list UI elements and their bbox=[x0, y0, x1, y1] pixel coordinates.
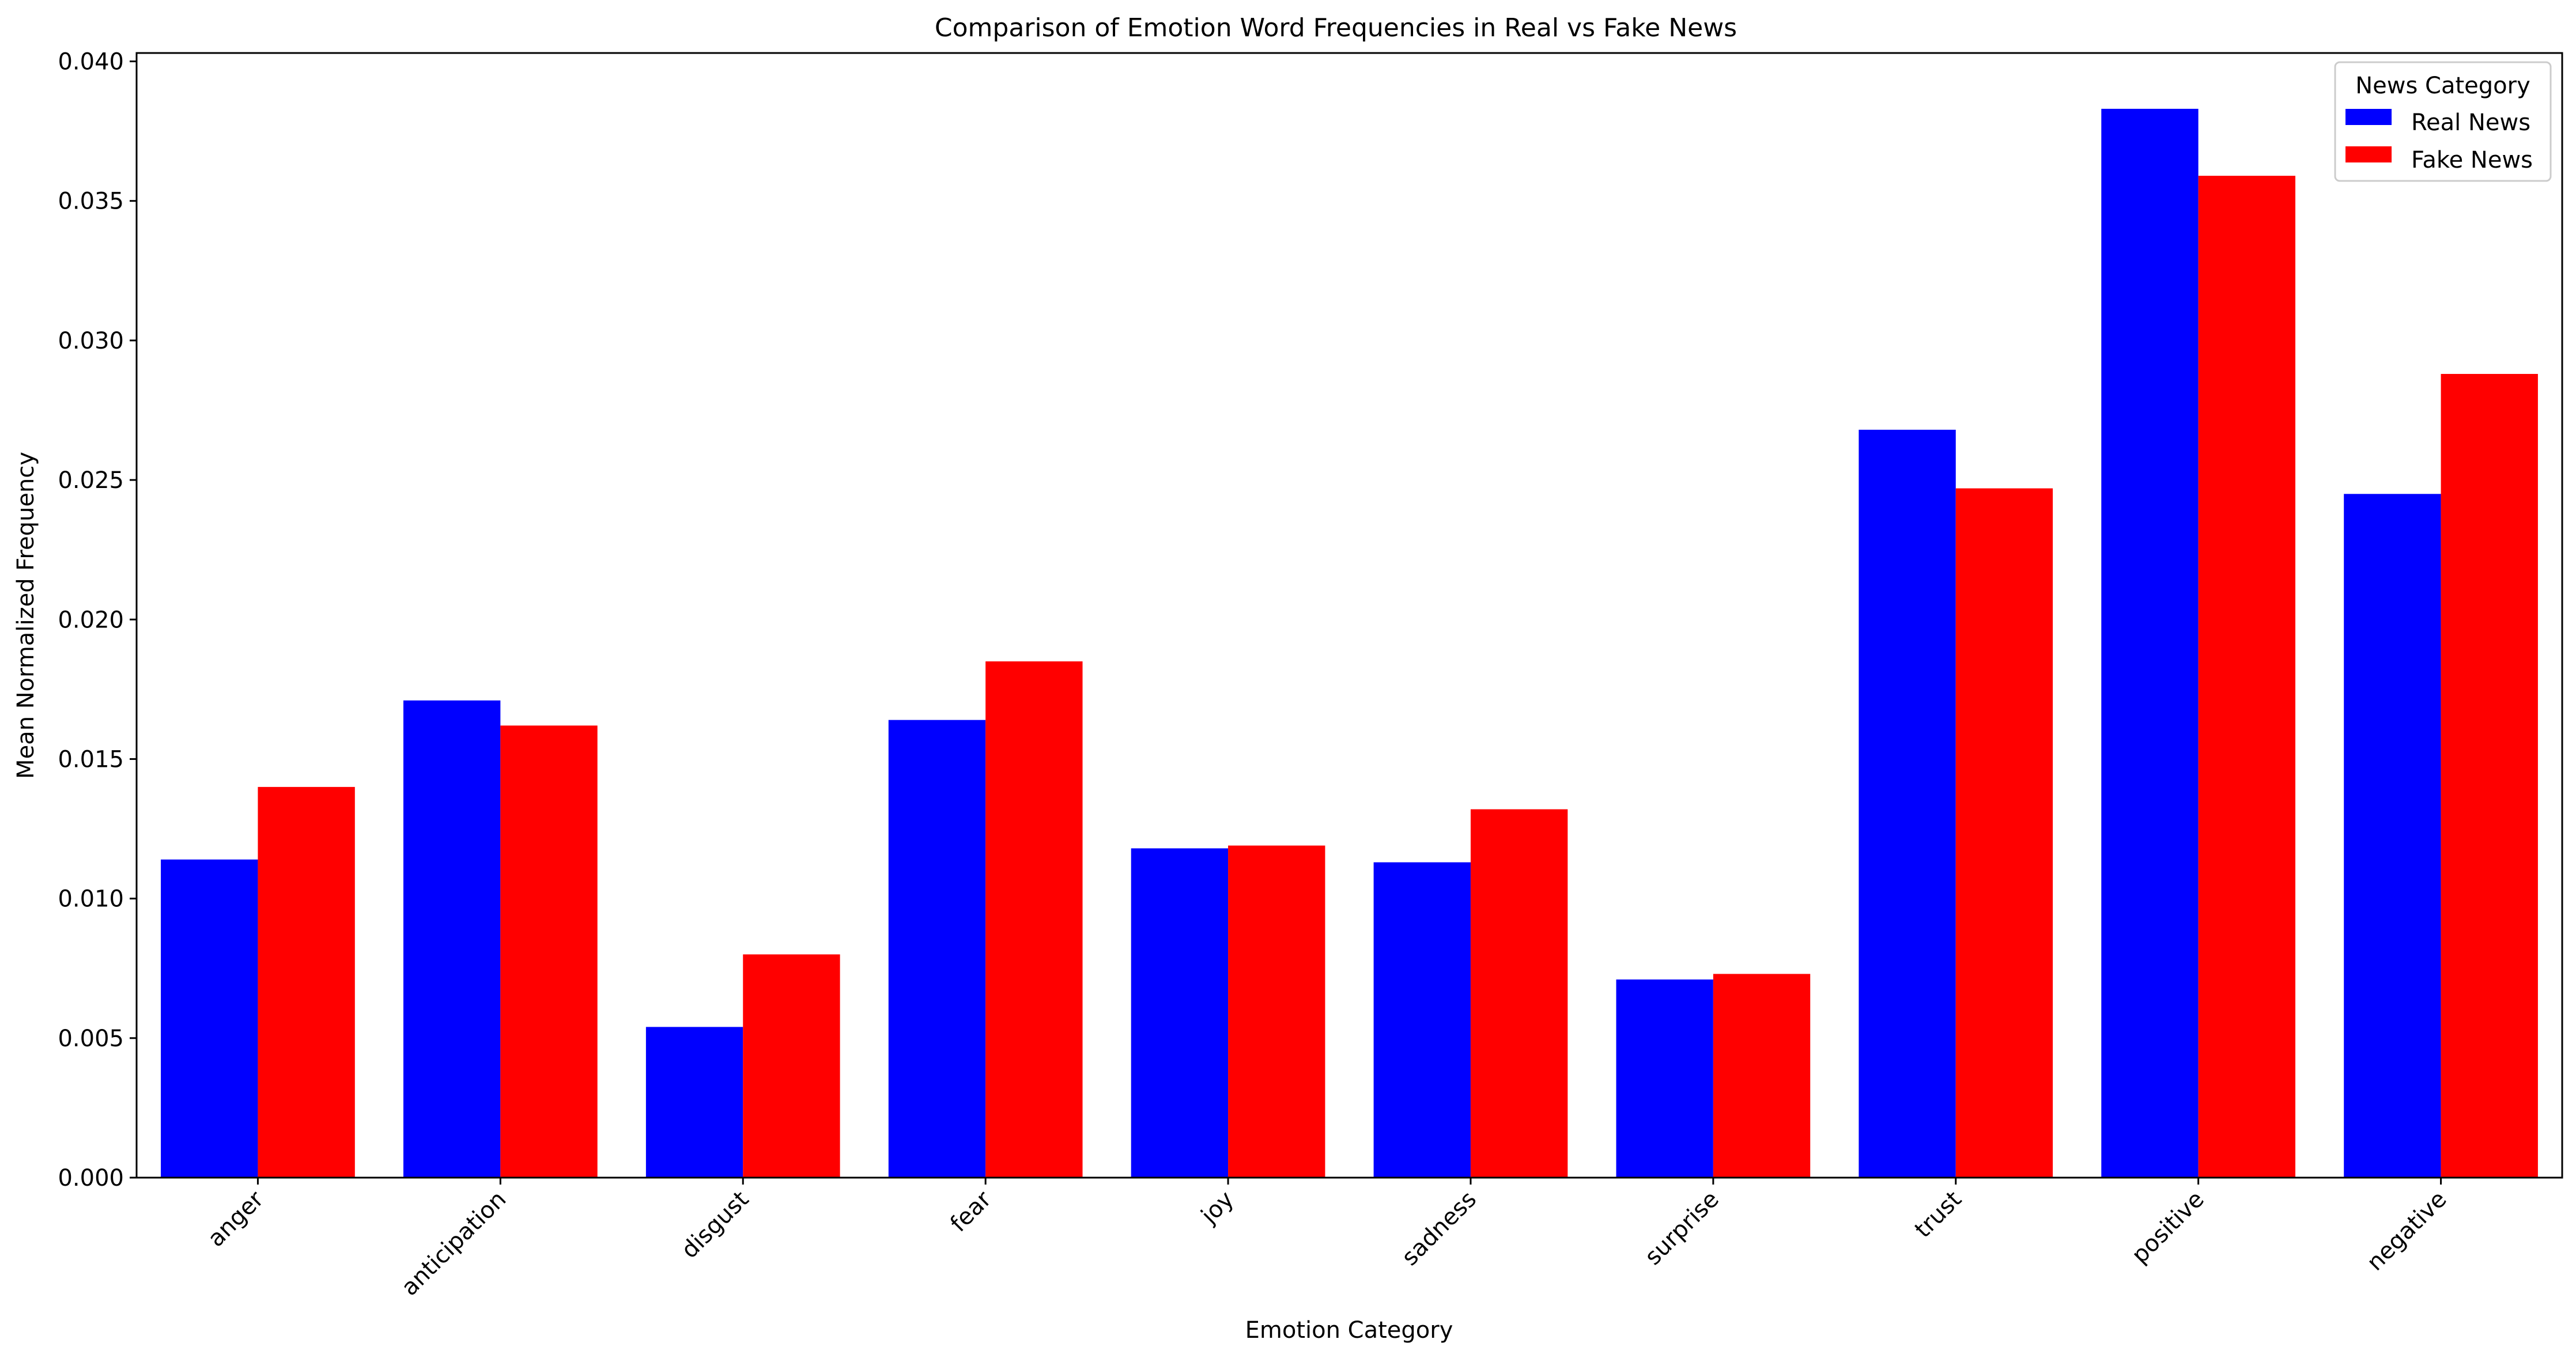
bar-real-news-anger bbox=[161, 859, 258, 1178]
y-tick-label: 0.030 bbox=[58, 328, 124, 354]
bar-fake-news-anger bbox=[258, 786, 355, 1178]
legend-swatch-fake-news bbox=[2345, 146, 2392, 162]
bar-fake-news-negative bbox=[2441, 374, 2538, 1178]
bar-real-news-fear bbox=[888, 720, 986, 1178]
legend-swatch-real-news bbox=[2345, 109, 2392, 125]
x-axis-label: Emotion Category bbox=[1245, 1317, 1453, 1344]
plot-frame bbox=[135, 52, 2563, 1179]
bar-fake-news-positive bbox=[2198, 176, 2296, 1178]
y-tick-label: 0.000 bbox=[58, 1165, 124, 1191]
chart-title: Comparison of Emotion Word Frequencies i… bbox=[935, 13, 1737, 43]
y-tick-label: 0.020 bbox=[58, 607, 124, 633]
y-tick-label: 0.010 bbox=[58, 886, 124, 913]
bar-fake-news-trust bbox=[1955, 488, 2053, 1178]
bar-real-news-trust bbox=[1859, 429, 1956, 1178]
bar-real-news-joy bbox=[1131, 848, 1229, 1178]
y-tick-label: 0.025 bbox=[58, 467, 124, 494]
y-tick-label: 0.040 bbox=[58, 49, 124, 75]
legend: News Category Real News Fake News bbox=[2334, 61, 2552, 182]
y-axis-label: Mean Normalized Frequency bbox=[13, 452, 39, 779]
legend-label-fake-news: Fake News bbox=[2411, 147, 2533, 173]
y-tick-label: 0.035 bbox=[58, 188, 124, 215]
bars-group bbox=[161, 108, 2538, 1178]
bar-real-news-negative bbox=[2344, 494, 2441, 1178]
y-tick-label: 0.015 bbox=[58, 746, 124, 773]
bar-real-news-anticipation bbox=[403, 700, 501, 1178]
y-axis: 0.000 0.005 0.010 0.015 0.020 0.025 0.030 0.035… bbox=[58, 49, 137, 1191]
bar-real-news-sadness bbox=[1373, 862, 1471, 1178]
legend-title: News Category bbox=[2355, 73, 2530, 99]
bar-fake-news-joy bbox=[1228, 845, 1325, 1178]
bar-fake-news-disgust bbox=[743, 954, 840, 1178]
y-tick-label: 0.005 bbox=[58, 1026, 124, 1052]
legend-label-real-news: Real News bbox=[2411, 109, 2530, 136]
bar-fake-news-sadness bbox=[1470, 809, 1568, 1178]
bar-real-news-disgust bbox=[645, 1027, 743, 1178]
bar-real-news-positive bbox=[2101, 108, 2199, 1178]
bar-fake-news-fear bbox=[985, 661, 1083, 1178]
bar-fake-news-surprise bbox=[1713, 974, 1811, 1178]
bar-real-news-surprise bbox=[1616, 979, 1713, 1178]
bar-fake-news-anticipation bbox=[500, 725, 598, 1178]
